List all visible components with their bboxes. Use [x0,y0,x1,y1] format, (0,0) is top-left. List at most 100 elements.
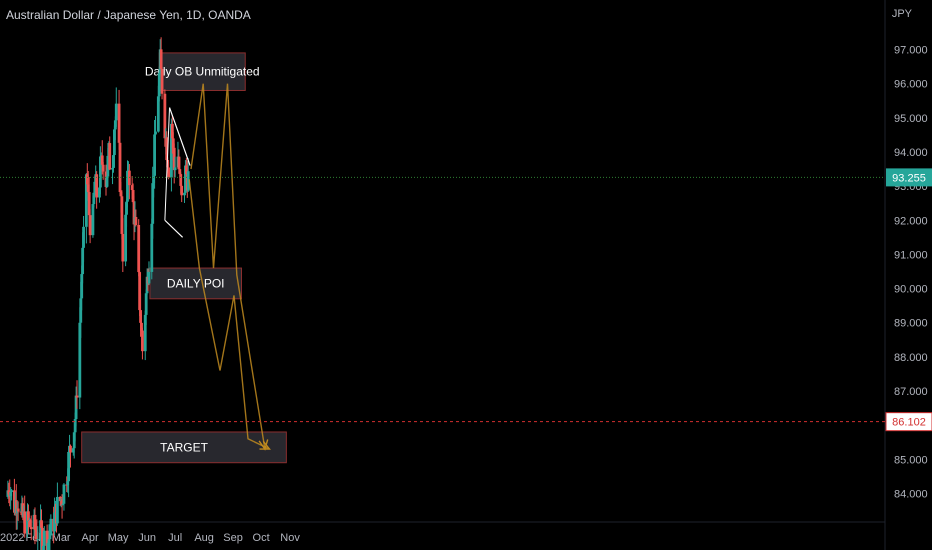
x-tick-label: 2022 [0,532,24,544]
candle-body [170,123,174,139]
x-tick-label: Nov [280,532,300,544]
candle-body [138,272,142,311]
candle-body [112,155,115,168]
candle-body [151,183,155,224]
y-tick-label: 85.000 [894,454,928,466]
y-tick-label: 96.000 [894,79,928,91]
candle-body [177,156,181,170]
zone-label: TARGET [160,440,208,454]
projection-arrowhead [259,440,271,450]
candle-body [69,445,72,453]
candle-body [124,214,128,262]
y-tick-label: 87.000 [894,386,928,398]
candle-body [39,520,42,540]
wedge-line[interactable] [168,107,191,166]
candle-body [139,310,142,323]
candle-body [46,543,50,550]
candle-body [53,512,56,532]
candle-body [163,93,167,139]
candle-body [36,539,40,541]
candle-body [29,527,33,530]
candle-body [88,215,92,236]
candle-body [84,174,88,227]
candle-body [150,223,154,272]
candle-body [33,514,37,530]
y-tick-label: 90.000 [894,284,928,296]
candle-body [120,196,124,234]
zone-box[interactable] [158,52,246,91]
candle-body [171,138,175,148]
candle-body [66,481,70,485]
candle-body [41,527,44,550]
candle-body [87,192,91,216]
x-tick-label: Oct [253,532,270,544]
candle-body [42,530,46,546]
candle-body [45,530,49,550]
zone-box[interactable] [81,431,287,464]
candle-body [40,520,43,528]
candle-body [78,322,82,398]
candle-body [58,496,62,502]
candle-body [81,247,85,275]
y-tick-label: 91.000 [894,249,928,261]
zone-label: DAILY POI [167,276,225,290]
x-tick-label: Mar [52,532,71,544]
candle-body [125,201,128,215]
candle-body [98,156,102,188]
candle-body [106,155,110,177]
candle-body [172,147,176,171]
candle-body [9,491,13,497]
candle-body [154,131,157,135]
y-tick-label: 95.000 [894,113,928,125]
y-tick-label: 84.000 [894,488,928,500]
candle-body [186,171,190,191]
wedge-line[interactable] [164,219,184,238]
x-tick-label: Aug [194,532,214,544]
candle-body [71,448,75,453]
candle-body [184,165,187,193]
candle-body [67,451,71,482]
candle-body [82,226,85,248]
candle-body [100,155,104,165]
candle-body [140,322,143,331]
zone-box[interactable] [149,267,242,300]
candle-body [28,520,32,528]
y-tick-label: 92.000 [894,215,928,227]
y-tick-label: 94.000 [894,147,928,159]
y-tick-label: 97.000 [894,45,928,57]
candle-body [26,511,29,534]
candle-body [34,529,38,533]
candle-body [165,137,169,161]
candle-body [108,143,112,170]
candle-body [127,170,131,186]
candle-body [23,511,27,534]
candle-body [105,176,109,187]
currency-label: JPY [891,8,912,20]
candle-body [119,191,123,197]
candle-body [184,165,188,175]
candle-body [178,169,182,175]
candle-body [41,545,45,550]
candle-body [143,314,147,352]
candle-body [113,129,116,156]
candle-body [60,499,64,506]
projection-path[interactable] [188,179,270,450]
projection-path[interactable] [190,83,266,450]
candle-body [152,175,156,184]
candle-body [47,539,51,544]
last-price-label: 93.255 [892,172,926,184]
wedge-edge [164,107,171,221]
candle-body [74,395,78,420]
candle-body [14,500,18,514]
candle-body [73,419,77,433]
x-tick-label: May [108,532,129,544]
candle-body [118,142,122,192]
candle-body [65,484,69,486]
candle-body [183,192,186,196]
candle-body [95,174,99,198]
candle-body [141,330,144,352]
candle-body [93,181,97,196]
x-tick-label: Jul [168,532,182,544]
candle-body [61,503,65,506]
